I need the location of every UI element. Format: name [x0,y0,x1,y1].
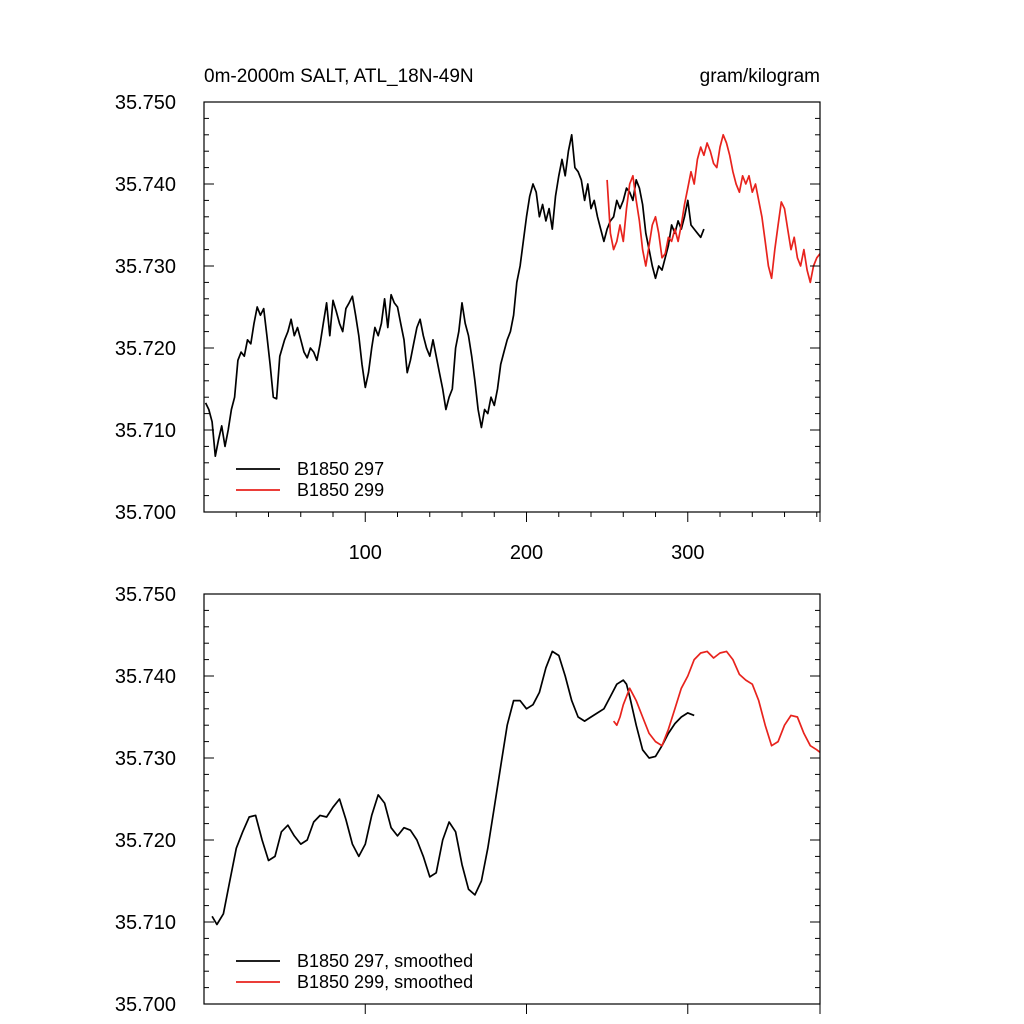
bottom-ytick-label: 35.730 [115,748,176,770]
bottom-legend-label-2: B1850 299, smoothed [297,972,473,992]
top-xtick-label: 200 [510,542,543,564]
bottom-series-line-1 [211,650,695,926]
bottom-ytick-label: 35.700 [115,994,176,1016]
bottom-plot-frame [203,593,821,1005]
top-legend-label-2: B1850 299 [297,480,384,500]
top-ytick-label: 35.720 [115,338,176,360]
top-ytick-label: 35.730 [115,256,176,278]
top-legend-label-1: B1850 297 [297,459,384,479]
bottom-ytick-label: 35.710 [115,912,176,934]
top-series-line-1 [204,133,705,458]
bottom-ytick-label: 35.740 [115,666,176,688]
top-plot-frame [203,101,821,513]
top-ytick-label: 35.750 [115,92,176,114]
top-xtick-label: 300 [671,542,704,564]
chart-title: 0m-2000m SALT, ATL_18N-49N [204,66,474,87]
bottom-series-line-2 [612,650,821,753]
top-xtick-label: 100 [349,542,382,564]
bottom-panel: 35.700 35.710 35.720 35.730 35.740 35.750 B18… [115,584,821,1016]
top-ytick-label: 35.700 [115,502,176,524]
bottom-ytick-label: 35.720 [115,830,176,852]
bottom-ytick-label: 35.750 [115,584,176,606]
top-ytick-label: 35.710 [115,420,176,442]
top-panel: 0m-2000m SALT, ATL_18N-49N gram/kilogram… [115,66,821,564]
top-ytick-label: 35.740 [115,174,176,196]
top-series-line-2 [606,133,821,284]
bottom-legend-label-1: B1850 297, smoothed [297,951,473,971]
units-label: gram/kilogram [700,66,820,87]
